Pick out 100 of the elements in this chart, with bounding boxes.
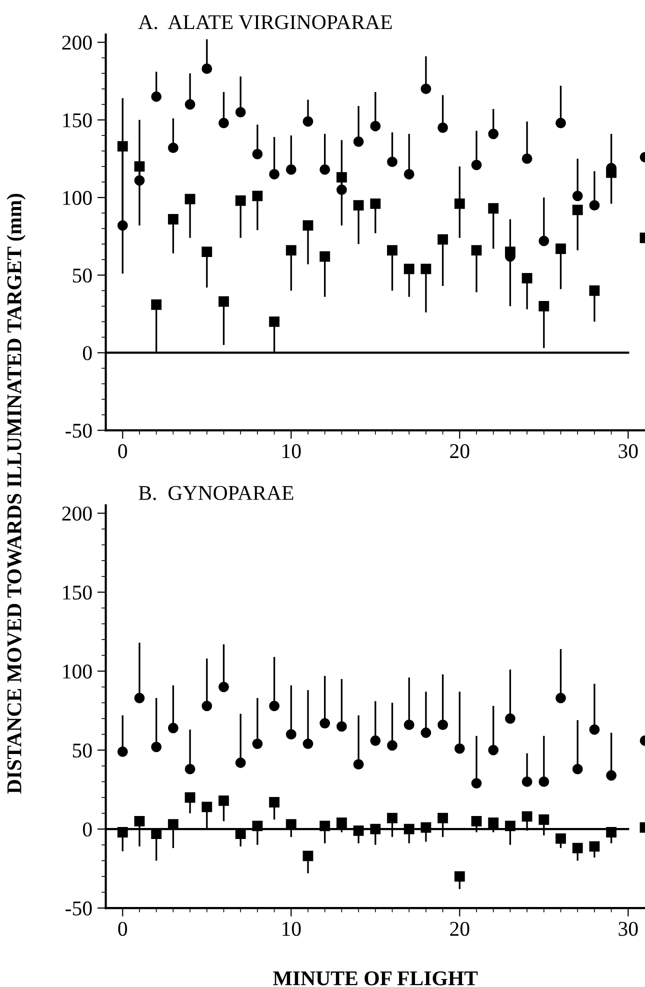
point xyxy=(606,770,617,781)
point xyxy=(438,812,448,824)
point xyxy=(286,729,296,740)
y-tick-label: 200 xyxy=(62,506,92,521)
point xyxy=(286,164,296,175)
x-tick-label: 30 xyxy=(618,444,638,458)
point xyxy=(538,236,550,246)
x-tick-label: 10 xyxy=(282,444,301,458)
x-tick-label: 30 xyxy=(618,922,638,936)
point xyxy=(235,106,246,118)
point xyxy=(404,264,414,274)
point xyxy=(522,154,532,164)
point xyxy=(252,148,263,160)
chart-title: B. GYNOPARAE xyxy=(138,486,294,500)
x-tick-label: 10 xyxy=(282,922,301,936)
point xyxy=(353,200,364,210)
point xyxy=(438,720,448,730)
point xyxy=(302,220,314,231)
point xyxy=(404,720,414,730)
point xyxy=(202,246,212,258)
point xyxy=(522,273,532,284)
point xyxy=(302,116,314,127)
point xyxy=(151,299,162,310)
point xyxy=(184,764,196,774)
point xyxy=(589,841,600,852)
point xyxy=(218,118,229,128)
point xyxy=(538,300,550,312)
point xyxy=(336,184,347,195)
y-tick-label: 50 xyxy=(72,268,92,283)
point xyxy=(370,120,381,132)
point xyxy=(606,827,617,838)
point xyxy=(522,776,532,787)
point xyxy=(522,811,532,822)
point xyxy=(504,246,516,258)
point xyxy=(572,204,583,216)
point xyxy=(454,198,465,209)
point xyxy=(471,816,482,826)
x-tick-label: 0 xyxy=(118,444,128,458)
x-tick-label: 0 xyxy=(118,922,128,936)
x-tick-label: 20 xyxy=(450,922,470,936)
point xyxy=(235,195,246,206)
point xyxy=(302,850,314,862)
point xyxy=(117,746,128,757)
point xyxy=(471,160,482,170)
point xyxy=(556,244,566,254)
x-tick-label: 20 xyxy=(450,444,470,458)
point xyxy=(168,722,178,734)
point xyxy=(589,200,600,210)
point xyxy=(269,316,280,327)
point xyxy=(387,156,398,168)
y-tick-label: 0 xyxy=(82,822,92,837)
point xyxy=(538,776,550,787)
point xyxy=(353,759,364,770)
point xyxy=(504,820,516,832)
point xyxy=(556,692,566,704)
point xyxy=(353,825,364,836)
point xyxy=(202,700,212,712)
point xyxy=(471,778,482,788)
point xyxy=(252,190,263,202)
point xyxy=(438,122,448,133)
point xyxy=(387,245,398,256)
point xyxy=(269,169,280,180)
point xyxy=(117,827,128,838)
point xyxy=(218,296,229,307)
point xyxy=(235,828,246,840)
point xyxy=(370,735,381,746)
point xyxy=(420,264,432,274)
y-tick-label: -50 xyxy=(66,424,92,438)
x-axis-title: MINUTE OF FLIGHT xyxy=(273,971,478,986)
y-tick-label: 150 xyxy=(63,113,92,128)
point xyxy=(504,713,516,724)
point xyxy=(538,814,550,825)
point xyxy=(387,740,398,751)
point xyxy=(117,220,128,231)
point xyxy=(184,792,196,803)
point xyxy=(202,63,212,74)
point xyxy=(320,164,330,175)
point xyxy=(488,203,499,214)
point xyxy=(302,738,314,750)
point xyxy=(556,833,566,844)
point xyxy=(556,118,566,128)
point xyxy=(134,692,145,704)
point xyxy=(184,99,196,110)
point xyxy=(370,824,381,834)
point xyxy=(404,824,414,834)
point xyxy=(252,738,263,750)
chart-title: A. ALATE VIRGINOPARAE xyxy=(138,15,392,30)
point xyxy=(134,816,145,826)
point xyxy=(269,797,280,808)
point xyxy=(286,245,296,256)
point xyxy=(336,818,347,828)
point xyxy=(488,818,499,828)
point xyxy=(184,194,196,204)
point xyxy=(370,198,381,209)
point xyxy=(320,718,330,728)
point xyxy=(589,285,600,296)
point xyxy=(168,214,178,224)
point xyxy=(218,682,229,692)
point xyxy=(404,169,414,180)
point xyxy=(454,871,465,882)
